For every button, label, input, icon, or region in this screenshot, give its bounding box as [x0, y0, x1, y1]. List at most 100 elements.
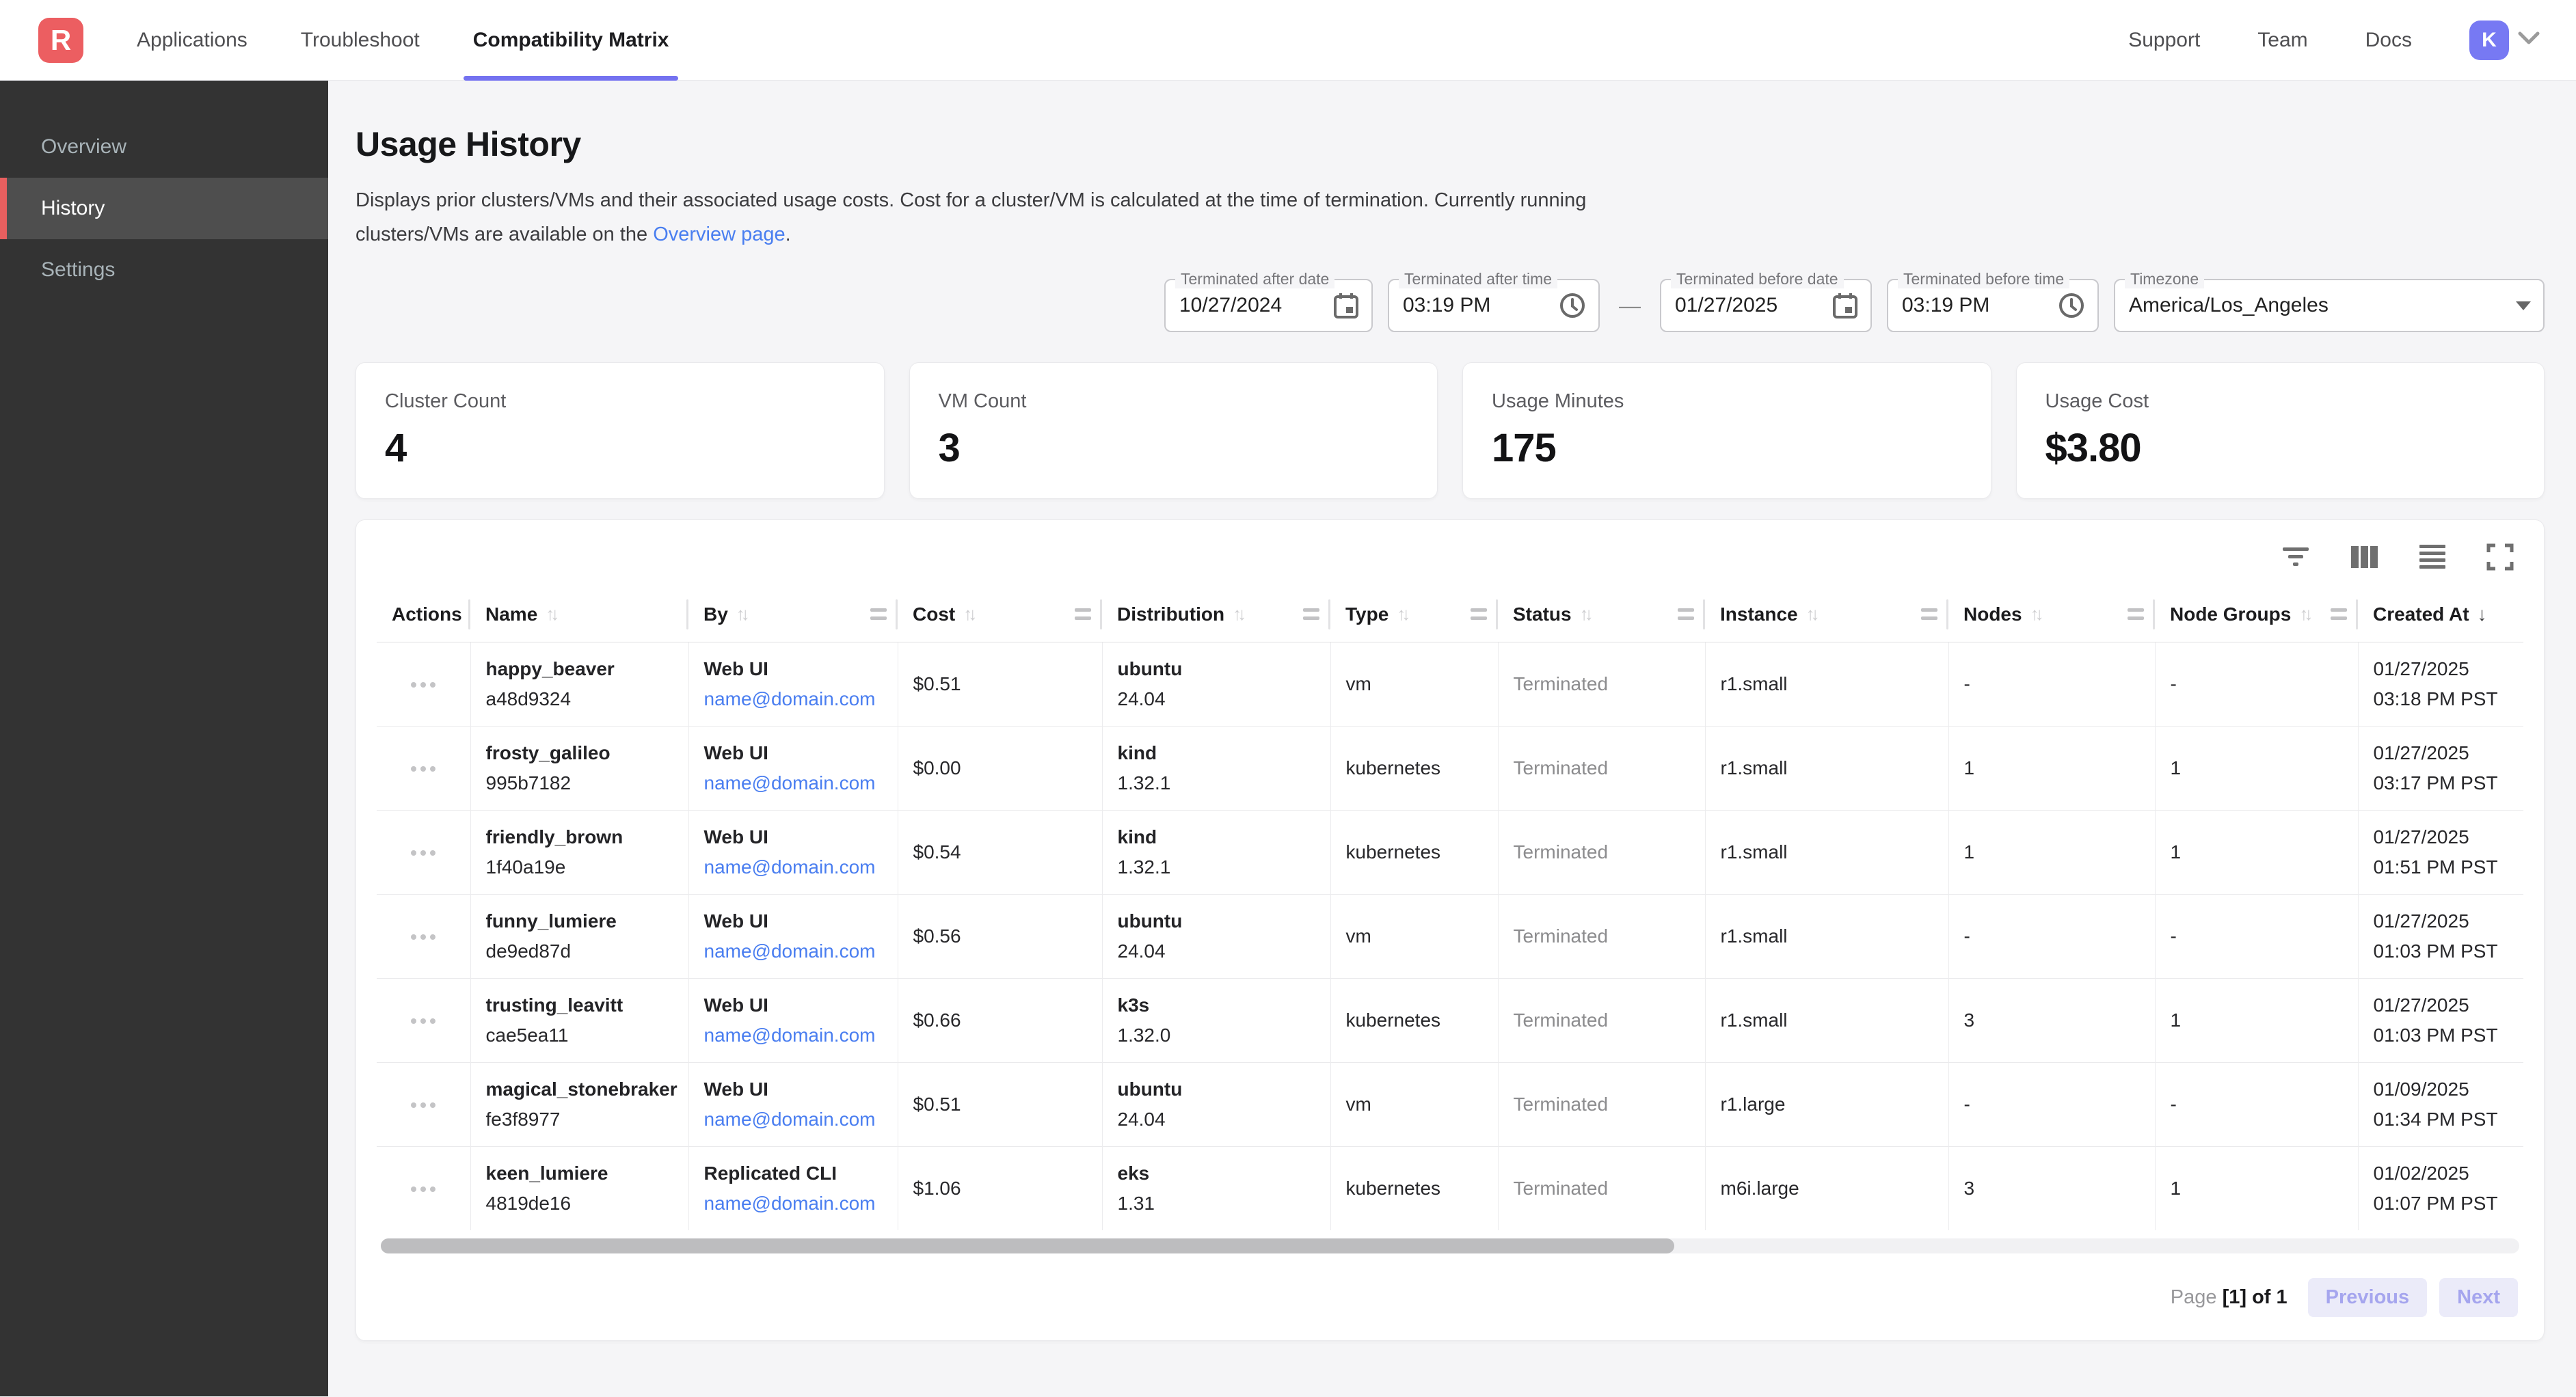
calendar-icon[interactable]: [1832, 292, 1858, 319]
column-header-by[interactable]: By↑↓: [688, 587, 898, 642]
cell-node-groups: 1: [2155, 726, 2358, 810]
cell-node-groups: 1: [2155, 810, 2358, 894]
terminated-after-date-field[interactable]: Terminated after date 10/27/2024: [1164, 279, 1373, 332]
tab-compatibility-matrix[interactable]: Compatibility Matrix: [473, 0, 669, 81]
cluster-name: happy_beaver: [486, 658, 680, 680]
sort-icon[interactable]: ↑↓: [736, 603, 750, 625]
column-header-node_groups[interactable]: Node Groups↑↓: [2155, 587, 2358, 642]
table-row: keen_lumiere4819de16Replicated CLIname@d…: [377, 1146, 2523, 1230]
row-actions-button[interactable]: [401, 1093, 445, 1117]
table-toolbar: [377, 538, 2523, 587]
column-menu-icon[interactable]: [1303, 608, 1319, 620]
terminated-after-time-field[interactable]: Terminated after time 03:19 PM: [1388, 279, 1600, 332]
account-menu[interactable]: K: [2469, 21, 2540, 60]
cell-type: kubernetes: [1330, 810, 1498, 894]
row-actions-button[interactable]: [401, 1009, 445, 1033]
docs-link[interactable]: Docs: [2365, 29, 2412, 52]
row-actions-button[interactable]: [401, 925, 445, 949]
column-menu-icon[interactable]: [2331, 608, 2347, 620]
cell-name: magical_stonebrakerfe3f8977: [470, 1062, 688, 1146]
next-page-button[interactable]: Next: [2439, 1278, 2518, 1317]
created-by-email[interactable]: name@domain.com: [704, 856, 889, 878]
created-date: 01/02/2025: [2374, 1163, 2516, 1184]
field-label: Terminated after time: [1399, 270, 1557, 288]
column-menu-icon[interactable]: [1075, 608, 1091, 620]
row-actions-button[interactable]: [401, 673, 445, 697]
support-link[interactable]: Support: [2128, 29, 2200, 52]
terminated-before-time-field[interactable]: Terminated before time 03:19 PM: [1887, 279, 2099, 332]
column-header-type[interactable]: Type↑↓: [1330, 587, 1498, 642]
created-by-email[interactable]: name@domain.com: [704, 688, 889, 710]
column-menu-icon[interactable]: [870, 608, 887, 620]
description-suffix: .: [786, 223, 791, 245]
cell-node-groups: -: [2155, 1062, 2358, 1146]
horizontal-scrollbar-thumb[interactable]: [381, 1238, 1674, 1253]
distribution-version: 24.04: [1118, 1109, 1322, 1130]
sidebar-item-overview[interactable]: Overview: [0, 116, 328, 178]
created-by-email[interactable]: name@domain.com: [704, 1193, 889, 1215]
cell-type: vm: [1330, 642, 1498, 726]
sort-desc-icon[interactable]: ↓: [2478, 603, 2487, 625]
tab-applications[interactable]: Applications: [137, 0, 247, 81]
cell-distribution: kind1.32.1: [1102, 726, 1330, 810]
column-menu-icon[interactable]: [1678, 608, 1694, 620]
created-by-email[interactable]: name@domain.com: [704, 940, 889, 962]
tab-troubleshoot[interactable]: Troubleshoot: [301, 0, 420, 81]
calendar-icon[interactable]: [1333, 292, 1359, 319]
horizontal-scrollbar-track[interactable]: [381, 1238, 2519, 1253]
column-header-cost[interactable]: Cost↑↓: [898, 587, 1102, 642]
timezone-select[interactable]: Timezone America/Los_Angeles: [2114, 279, 2545, 332]
column-header-name[interactable]: Name↑↓: [470, 587, 688, 642]
cell-instance: r1.small: [1705, 978, 1948, 1062]
cell-node-groups: 1: [2155, 978, 2358, 1062]
columns-icon[interactable]: [2350, 543, 2378, 571]
column-menu-icon[interactable]: [1471, 608, 1487, 620]
cell-created-at: 01/27/202503:18 PM PST: [2358, 642, 2523, 726]
sort-icon[interactable]: ↑↓: [1806, 603, 1820, 625]
clock-icon[interactable]: [1559, 292, 1586, 319]
sort-icon[interactable]: ↑↓: [2299, 603, 2313, 625]
avatar[interactable]: K: [2469, 21, 2509, 60]
overview-page-link[interactable]: Overview page: [653, 223, 785, 245]
sidebar-item-history[interactable]: History: [0, 178, 328, 239]
sort-icon[interactable]: ↑↓: [963, 603, 977, 625]
cell-name: funny_lumierede9ed87d: [470, 894, 688, 978]
column-menu-icon[interactable]: [1921, 608, 1937, 620]
filter-icon[interactable]: [2281, 543, 2310, 571]
density-icon[interactable]: [2418, 543, 2447, 571]
row-actions-button[interactable]: [401, 757, 445, 781]
sort-icon[interactable]: ↑↓: [1233, 603, 1246, 625]
stat-label: VM Count: [939, 390, 1409, 413]
replicated-logo[interactable]: R: [38, 18, 83, 63]
created-time: 01:07 PM PST: [2374, 1193, 2516, 1215]
distribution-version: 1.31: [1118, 1193, 1322, 1215]
team-link[interactable]: Team: [2257, 29, 2307, 52]
terminated-before-date-field[interactable]: Terminated before date 01/27/2025: [1660, 279, 1872, 332]
created-by-email[interactable]: name@domain.com: [704, 1109, 889, 1130]
sort-icon[interactable]: ↑↓: [546, 603, 559, 625]
top-navigation: R Applications Troubleshoot Compatibilit…: [0, 0, 2576, 81]
created-by-email[interactable]: name@domain.com: [704, 772, 889, 794]
column-header-instance[interactable]: Instance↑↓: [1705, 587, 1948, 642]
field-label: Terminated after date: [1175, 270, 1334, 288]
created-time: 01:03 PM PST: [2374, 1025, 2516, 1046]
distribution-version: 1.32.1: [1118, 772, 1322, 794]
column-header-status[interactable]: Status↑↓: [1498, 587, 1705, 642]
column-header-created_at[interactable]: Created At↓: [2358, 587, 2523, 642]
created-by-email[interactable]: name@domain.com: [704, 1025, 889, 1046]
sidebar-item-settings[interactable]: Settings: [0, 239, 328, 301]
cluster-name: funny_lumiere: [486, 910, 680, 932]
column-header-nodes[interactable]: Nodes↑↓: [1948, 587, 2155, 642]
row-actions-button[interactable]: [401, 841, 445, 865]
field-value: 03:19 PM: [1403, 294, 1490, 317]
sort-icon[interactable]: ↑↓: [1580, 603, 1594, 625]
previous-page-button[interactable]: Previous: [2308, 1278, 2428, 1317]
row-actions-button[interactable]: [401, 1177, 445, 1202]
column-menu-icon[interactable]: [2128, 608, 2144, 620]
clock-icon[interactable]: [2058, 292, 2085, 319]
sort-icon[interactable]: ↑↓: [1397, 603, 1410, 625]
fullscreen-icon[interactable]: [2486, 543, 2514, 571]
column-header-distribution[interactable]: Distribution↑↓: [1102, 587, 1330, 642]
cell-by: Replicated CLIname@domain.com: [688, 1146, 898, 1230]
sort-icon[interactable]: ↑↓: [2030, 603, 2044, 625]
